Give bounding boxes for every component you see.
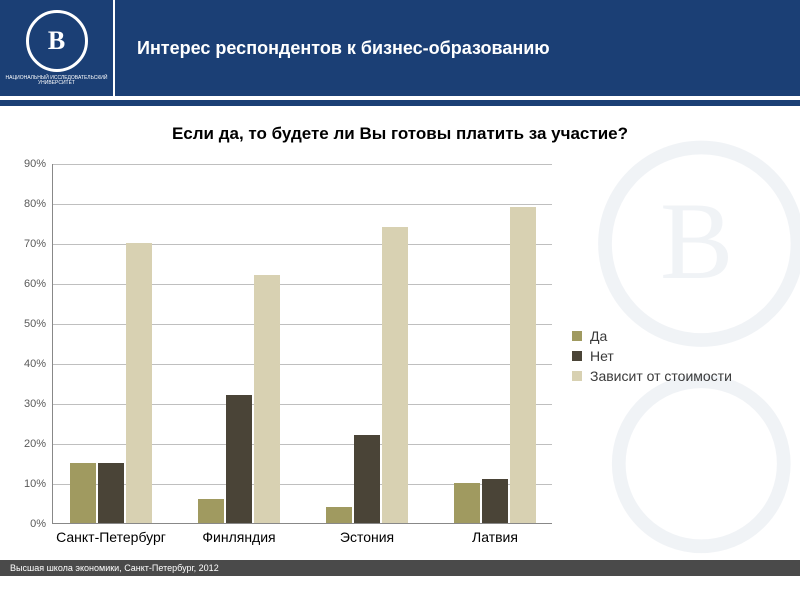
y-tick-label: 40% (12, 358, 46, 370)
legend-item: Нет (572, 348, 732, 364)
bar (126, 243, 152, 523)
y-tick-label: 50% (12, 318, 46, 330)
bar (510, 207, 536, 523)
chart-container: Если да, то будете ли Вы готовы платить … (10, 124, 790, 554)
bar (98, 463, 124, 523)
bar (326, 507, 352, 523)
logo-subtext: НАЦИОНАЛЬНЫЙ ИССЛЕДОВАТЕЛЬСКИЙ УНИВЕРСИТ… (0, 76, 113, 87)
y-tick-label: 80% (12, 198, 46, 210)
chart-legend: Да Нет Зависит от стоимости (572, 324, 732, 388)
gridline (53, 164, 552, 165)
legend-label: Да (590, 328, 607, 344)
bar (226, 395, 252, 523)
y-tick-label: 10% (12, 478, 46, 490)
bar (254, 275, 280, 523)
logo-letter: B (48, 26, 65, 56)
x-tick-label: Финляндия (202, 529, 275, 545)
chart-title: Если да, то будете ли Вы готовы платить … (10, 124, 790, 144)
bar (198, 499, 224, 523)
y-tick-label: 60% (12, 278, 46, 290)
page-title: Интерес респондентов к бизнес-образовани… (137, 38, 550, 59)
legend-swatch (572, 371, 582, 381)
chart-plot: Санкт-ПетербургФинляндияЭстонияЛатвия (52, 164, 552, 524)
x-tick-label: Эстония (340, 529, 394, 545)
header-stripe (0, 100, 800, 106)
y-tick-label: 90% (12, 158, 46, 170)
y-tick-label: 0% (12, 518, 46, 530)
y-tick-label: 70% (12, 238, 46, 250)
y-tick-label: 30% (12, 398, 46, 410)
legend-label: Нет (590, 348, 614, 364)
x-tick-label: Санкт-Петербург (56, 529, 166, 545)
legend-swatch (572, 331, 582, 341)
bar (70, 463, 96, 523)
footer-text: Высшая школа экономики, Санкт-Петербург,… (10, 563, 219, 573)
x-tick-label: Латвия (472, 529, 518, 545)
legend-swatch (572, 351, 582, 361)
bar (482, 479, 508, 523)
legend-label: Зависит от стоимости (590, 368, 732, 384)
bar (382, 227, 408, 523)
y-tick-label: 20% (12, 438, 46, 450)
bar (454, 483, 480, 523)
legend-item: Да (572, 328, 732, 344)
header-bar: B НАЦИОНАЛЬНЫЙ ИССЛЕДОВАТЕЛЬСКИЙ УНИВЕРС… (0, 0, 800, 100)
legend-item: Зависит от стоимости (572, 368, 732, 384)
bar (354, 435, 380, 523)
gridline (53, 204, 552, 205)
logo-circle: B (26, 10, 88, 72)
logo: B НАЦИОНАЛЬНЫЙ ИССЛЕДОВАТЕЛЬСКИЙ УНИВЕРС… (0, 0, 115, 98)
footer-bar: Высшая школа экономики, Санкт-Петербург,… (0, 560, 800, 576)
